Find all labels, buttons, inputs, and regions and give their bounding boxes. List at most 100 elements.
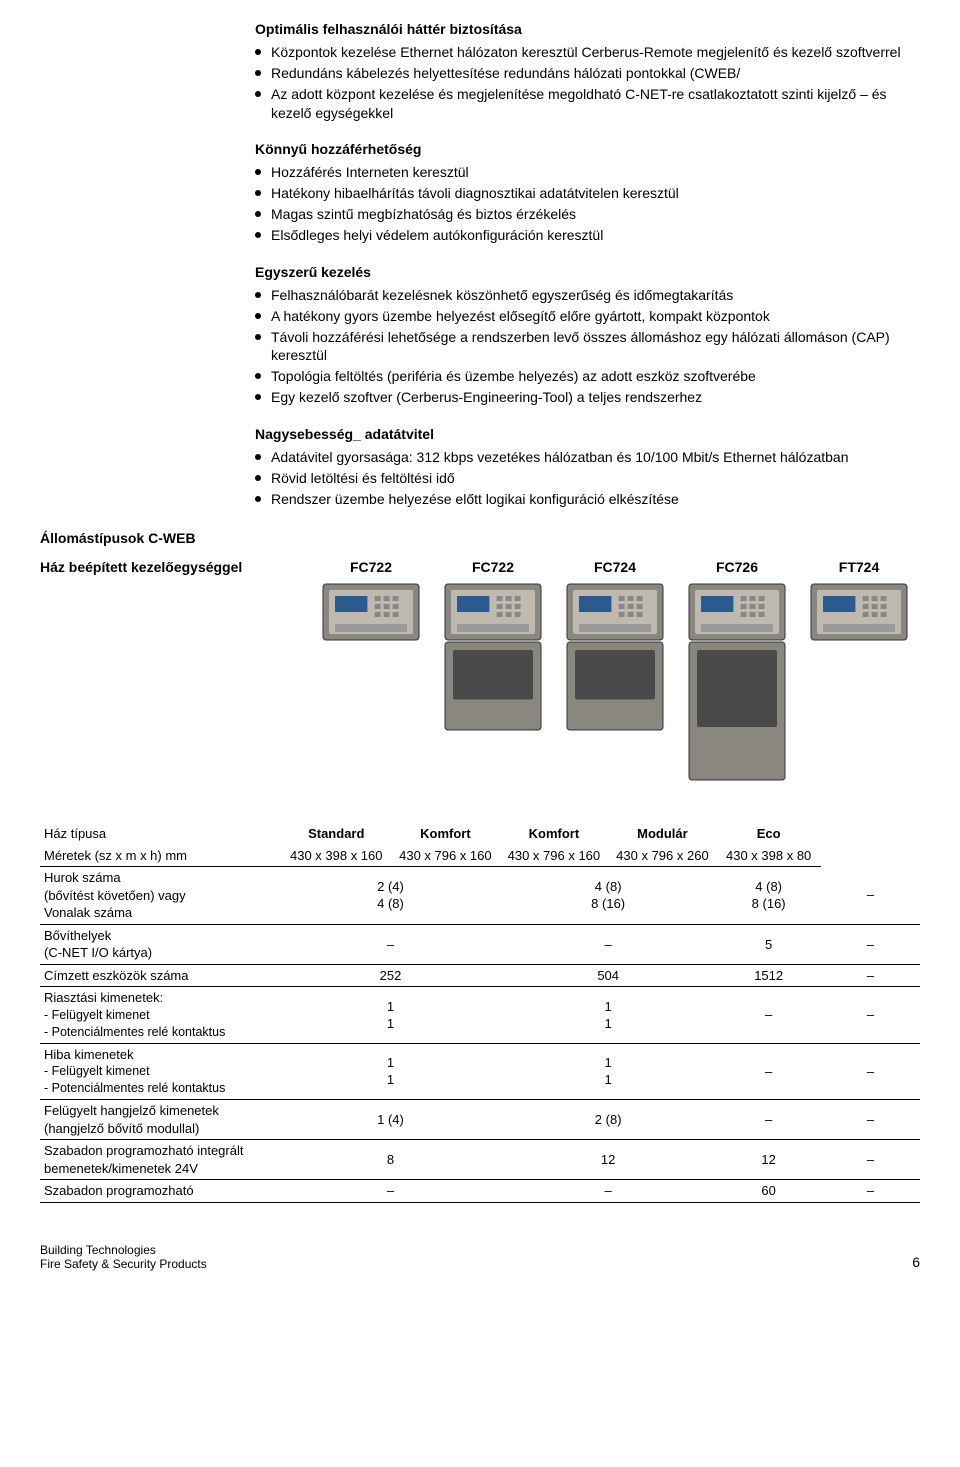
content-section: Nagysebesség_ adatátvitel Adatávitel gyor…	[255, 425, 920, 509]
spec-value: –	[717, 1100, 821, 1140]
bullet-item: Távoli hozzáférési lehetősége a rendszer…	[255, 328, 920, 366]
spec-value: 1512	[717, 964, 821, 987]
spec-value: –	[821, 1140, 920, 1180]
models-header-table: Ház beépített kezelőegységgel FC722FC722…	[40, 558, 920, 577]
spec-value: Komfort	[500, 823, 609, 845]
model-header: FT724	[798, 558, 920, 577]
spec-label: Címzett eszközök száma	[40, 964, 281, 987]
spec-value: –	[821, 964, 920, 987]
spec-row: Bővíthelyek(C-NET I/O kártya)––5–	[40, 924, 920, 964]
spec-value: 11	[281, 1043, 499, 1099]
spec-value: 4 (8)8 (16)	[500, 867, 717, 925]
device-image	[565, 582, 665, 732]
spec-label: Hiba kimenetek- Felügyelt kimenet- Poten…	[40, 1043, 281, 1099]
spec-value: 11	[281, 987, 499, 1043]
spec-value: 1 (4)	[281, 1100, 499, 1140]
spec-value: 12	[717, 1140, 821, 1180]
section-heading: Optimális felhasználói háttér biztosítás…	[255, 20, 920, 39]
content-section: Egyszerű kezelés Felhasználóbarát kezelés…	[255, 263, 920, 407]
model-header: FC724	[554, 558, 676, 577]
spec-row: Felügyelt hangjelző kimenetek(hangjelző …	[40, 1100, 920, 1140]
spec-label: Hurok száma(bővítést követően) vagyVonal…	[40, 867, 281, 925]
bullet-item: Hatékony hibaelhárítás távoli diagnoszti…	[255, 184, 920, 203]
spec-value: 8	[281, 1140, 499, 1180]
footer: Building Technologies Fire Safety & Secu…	[40, 1243, 920, 1272]
bullet-item: Egy kezelő szoftver (Cerberus-Engineerin…	[255, 388, 920, 407]
footer-line1: Building Technologies	[40, 1243, 207, 1257]
bullet-list: Központok kezelése Ethernet hálózaton ke…	[255, 43, 920, 123]
section-heading: Egyszerű kezelés	[255, 263, 920, 282]
bullet-item: A hatékony gyors üzembe helyezést előseg…	[255, 307, 920, 326]
spec-value: –	[281, 1180, 499, 1203]
table-header-label: Ház beépített kezelőegységgel	[40, 558, 310, 577]
spec-value: –	[821, 987, 920, 1043]
section-heading: Könnyű hozzáférhetőség	[255, 140, 920, 159]
spec-value: Eco	[717, 823, 821, 845]
content-section: Könnyű hozzáférhetőség Hozzáférés Interne…	[255, 140, 920, 244]
spec-label: Szabadon programozható	[40, 1180, 281, 1203]
spec-value: 430 x 796 x 260	[608, 845, 717, 867]
bullet-item: Központok kezelése Ethernet hálózaton ke…	[255, 43, 920, 62]
spec-value: 4 (8)8 (16)	[717, 867, 821, 925]
spec-label: Bővíthelyek(C-NET I/O kártya)	[40, 924, 281, 964]
bullet-item: Magas szintű megbízhatóság és biztos érz…	[255, 205, 920, 224]
device-images-table	[40, 576, 920, 793]
footer-line2: Fire Safety & Security Products	[40, 1257, 207, 1271]
spec-label: Méretek (sz x m x h) mm	[40, 845, 281, 867]
model-header: FC722	[432, 558, 554, 577]
spec-row: Hurok száma(bővítést követően) vagyVonal…	[40, 867, 920, 925]
spec-row: Hiba kimenetek- Felügyelt kimenet- Poten…	[40, 1043, 920, 1099]
spec-value: Standard	[281, 823, 391, 845]
station-types-title: Állomástípusok C-WEB	[40, 529, 920, 548]
device-cell	[310, 576, 432, 793]
spec-table: Ház típusaStandardKomfortKomfortModulárE…	[40, 823, 920, 1203]
spec-value: 11	[500, 987, 717, 1043]
spec-value: 2 (4)4 (8)	[281, 867, 499, 925]
spec-value: –	[821, 924, 920, 964]
spec-value: –	[717, 1043, 821, 1099]
spec-value: –	[821, 1180, 920, 1203]
spec-value: 504	[500, 964, 717, 987]
content-section: Optimális felhasználói háttér biztosítás…	[255, 20, 920, 122]
spec-label: Felügyelt hangjelző kimenetek(hangjelző …	[40, 1100, 281, 1140]
page-number: 6	[912, 1253, 920, 1272]
device-cell	[798, 576, 920, 793]
bullet-item: Adatávitel gyorsasága: 312 kbps vezetéke…	[255, 448, 920, 467]
spec-row: Méretek (sz x m x h) mm430 x 398 x 160 43…	[40, 845, 920, 867]
spec-value: Komfort	[391, 823, 500, 845]
spec-value: –	[500, 1180, 717, 1203]
spec-value: 60	[717, 1180, 821, 1203]
spec-row: Címzett eszközök száma2525041512–	[40, 964, 920, 987]
device-image	[687, 582, 787, 782]
spec-value: 430 x 398 x 160	[281, 845, 391, 867]
device-cell	[432, 576, 554, 793]
bullet-item: Rövid letöltési és feltöltési idő	[255, 469, 920, 488]
bullet-list: Adatávitel gyorsasága: 312 kbps vezetéke…	[255, 448, 920, 509]
bullet-item: Felhasználóbarát kezelésnek köszönhető e…	[255, 286, 920, 305]
bullet-item: Topológia feltöltés (periféria és üzembe…	[255, 367, 920, 386]
spec-value: 11	[500, 1043, 717, 1099]
spec-value: 430 x 796 x 160	[500, 845, 609, 867]
spec-value: 252	[281, 964, 499, 987]
device-image	[321, 582, 421, 642]
device-image	[443, 582, 543, 732]
spec-value: –	[281, 924, 499, 964]
bullet-list: Hozzáférés Interneten keresztülHatékony …	[255, 163, 920, 245]
spec-value: –	[821, 1100, 920, 1140]
bullet-list: Felhasználóbarát kezelésnek köszönhető e…	[255, 286, 920, 407]
spec-value: 2 (8)	[500, 1100, 717, 1140]
bullet-item: Elsődleges helyi védelem autókonfiguráci…	[255, 226, 920, 245]
spec-row: Riasztási kimenetek:- Felügyelt kimenet-…	[40, 987, 920, 1043]
device-image	[809, 582, 909, 642]
model-header: FC722	[310, 558, 432, 577]
device-cell	[554, 576, 676, 793]
spec-value: Modulár	[608, 823, 717, 845]
spec-value: 5	[717, 924, 821, 964]
spec-row: Ház típusaStandardKomfortKomfortModulárE…	[40, 823, 920, 845]
bullet-item: Redundáns kábelezés helyettesítése redun…	[255, 64, 920, 83]
spec-value: –	[821, 1043, 920, 1099]
spec-value: 12	[500, 1140, 717, 1180]
section-heading: Nagysebesség_ adatátvitel	[255, 425, 920, 444]
spec-value: –	[717, 987, 821, 1043]
spec-row: Szabadon programozható––60–	[40, 1180, 920, 1203]
